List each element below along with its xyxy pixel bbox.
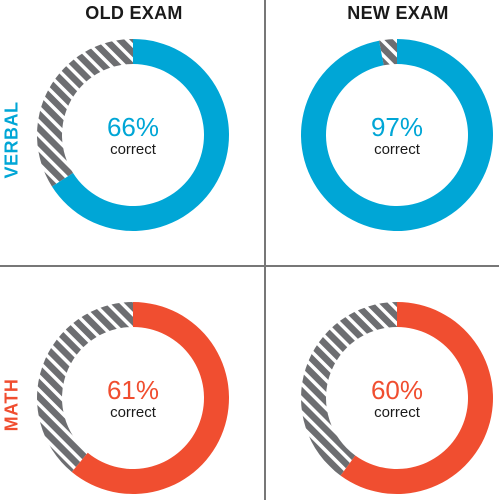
column-header-new-exam: NEW EXAM: [347, 3, 449, 23]
center-label-math-old: 61% correct: [73, 376, 193, 422]
center-label-verbal-old: 66% correct: [73, 113, 193, 159]
donut-remainder-math-new: [301, 301, 397, 476]
donut-correct-math-new: [340, 302, 494, 494]
percent-math-new: 60%: [370, 375, 424, 405]
percent-verbal-old: 66%: [106, 112, 160, 142]
donut-remainder-verbal-new: [379, 39, 397, 66]
donut-remainder-verbal-old: [36, 39, 133, 187]
row-divider: [0, 265, 499, 267]
correct-label-verbal-new: correct: [374, 141, 420, 158]
percent-math-old: 61%: [106, 375, 160, 405]
correct-label-math-new: correct: [374, 404, 420, 421]
percent-verbal-new: 97%: [370, 112, 424, 142]
center-label-verbal-new: 97% correct: [337, 113, 457, 159]
donut-correct-math-old: [71, 302, 230, 494]
donut-remainder-math-old: [37, 302, 133, 472]
column-divider: [264, 0, 266, 500]
column-header-old-exam: OLD EXAM: [85, 3, 183, 23]
center-label-math-new: 60% correct: [337, 376, 457, 422]
correct-label-verbal-old: correct: [110, 141, 156, 158]
correct-label-math-old: correct: [110, 404, 156, 421]
